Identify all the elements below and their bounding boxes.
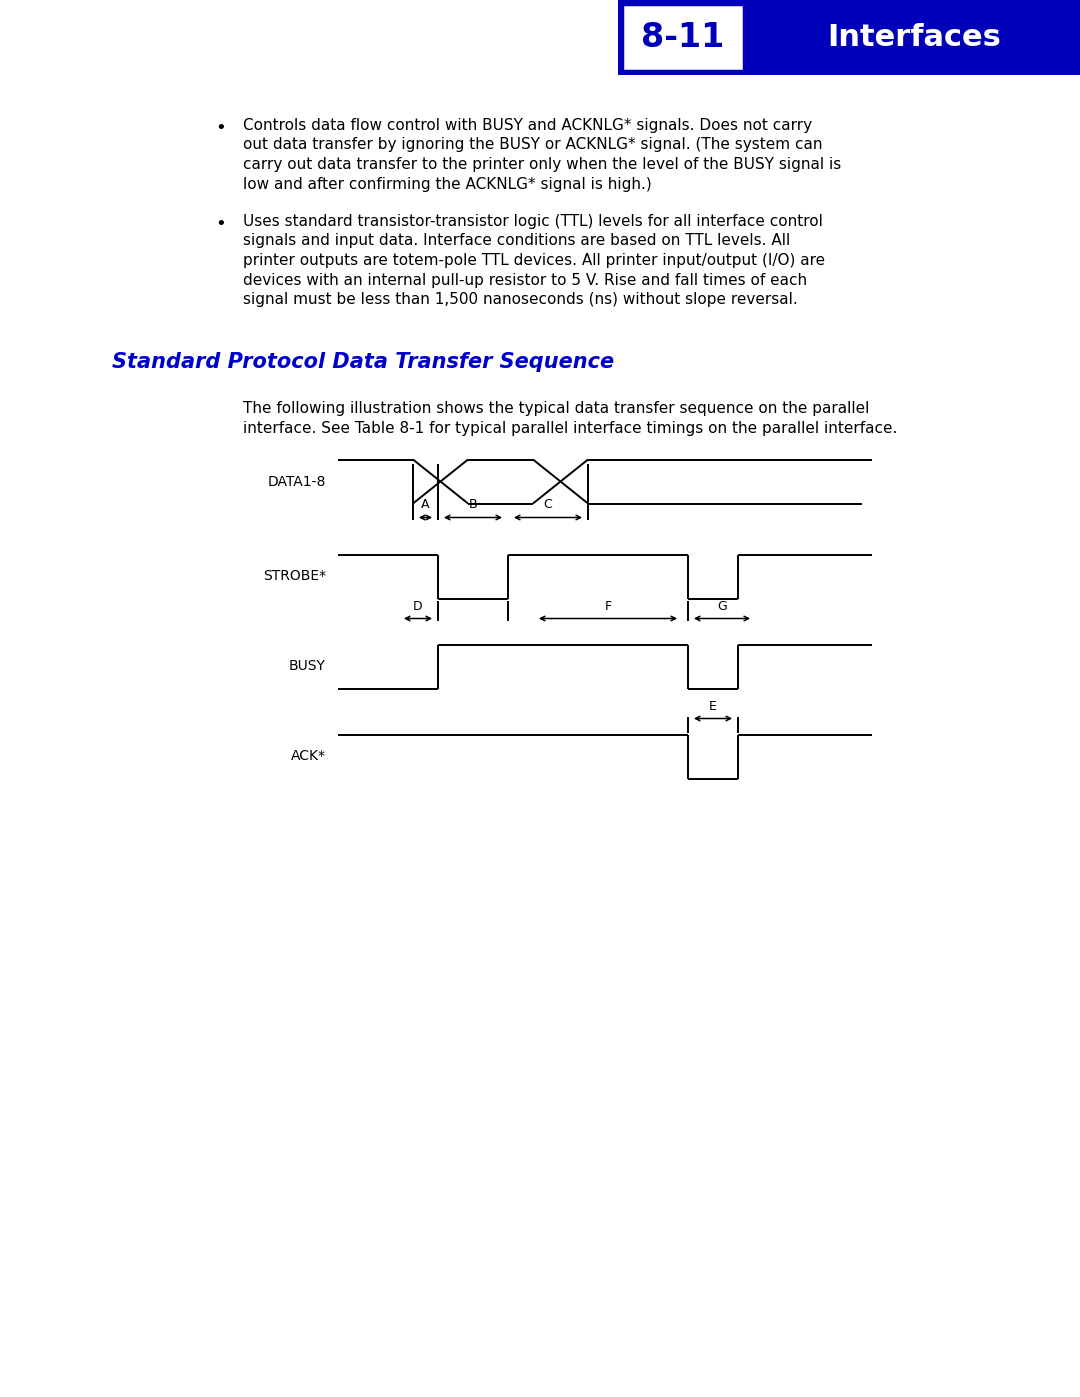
Text: interface. See Table 8-1 for typical parallel interface timings on the parallel : interface. See Table 8-1 for typical par… [243, 420, 897, 436]
Text: F: F [605, 599, 611, 612]
Text: Uses standard transistor-transistor logic (TTL) levels for all interface control: Uses standard transistor-transistor logi… [243, 214, 823, 229]
Text: Interfaces: Interfaces [827, 22, 1001, 52]
Text: D: D [414, 599, 422, 612]
Text: The following illustration shows the typical data transfer sequence on the paral: The following illustration shows the typ… [243, 401, 869, 416]
Text: printer outputs are totem-pole TTL devices. All printer input/output (I/O) are: printer outputs are totem-pole TTL devic… [243, 253, 825, 268]
Text: Standard Protocol Data Transfer Sequence: Standard Protocol Data Transfer Sequence [112, 352, 615, 372]
Text: 8-11: 8-11 [642, 21, 725, 54]
Text: STROBE*: STROBE* [262, 570, 326, 584]
Text: •: • [216, 119, 227, 137]
Bar [622, 4, 744, 71]
Text: signals and input data. Interface conditions are based on TTL levels. All: signals and input data. Interface condit… [243, 233, 791, 249]
Text: devices with an internal pull-up resistor to 5 V. Rise and fall times of each: devices with an internal pull-up resisto… [243, 272, 807, 288]
Text: G: G [717, 599, 727, 612]
Text: ACK*: ACK* [291, 750, 326, 764]
Text: DATA1-8: DATA1-8 [268, 475, 326, 489]
Text: A: A [421, 499, 430, 511]
Text: E: E [710, 700, 717, 712]
Bar [618, 0, 1080, 75]
Text: BUSY: BUSY [289, 659, 326, 673]
Text: signal must be less than 1,500 nanoseconds (ns) without slope reversal.: signal must be less than 1,500 nanosecon… [243, 292, 798, 307]
Text: carry out data transfer to the printer only when the level of the BUSY signal is: carry out data transfer to the printer o… [243, 156, 841, 172]
Text: Controls data flow control with BUSY and ACKNLG* signals. Does not carry: Controls data flow control with BUSY and… [243, 117, 812, 133]
Text: out data transfer by ignoring the BUSY or ACKNLG* signal. (The system can: out data transfer by ignoring the BUSY o… [243, 137, 823, 152]
Text: •: • [216, 215, 227, 233]
Text: low and after confirming the ACKNLG* signal is high.): low and after confirming the ACKNLG* sig… [243, 176, 651, 191]
Text: C: C [543, 499, 552, 511]
Text: B: B [469, 499, 477, 511]
